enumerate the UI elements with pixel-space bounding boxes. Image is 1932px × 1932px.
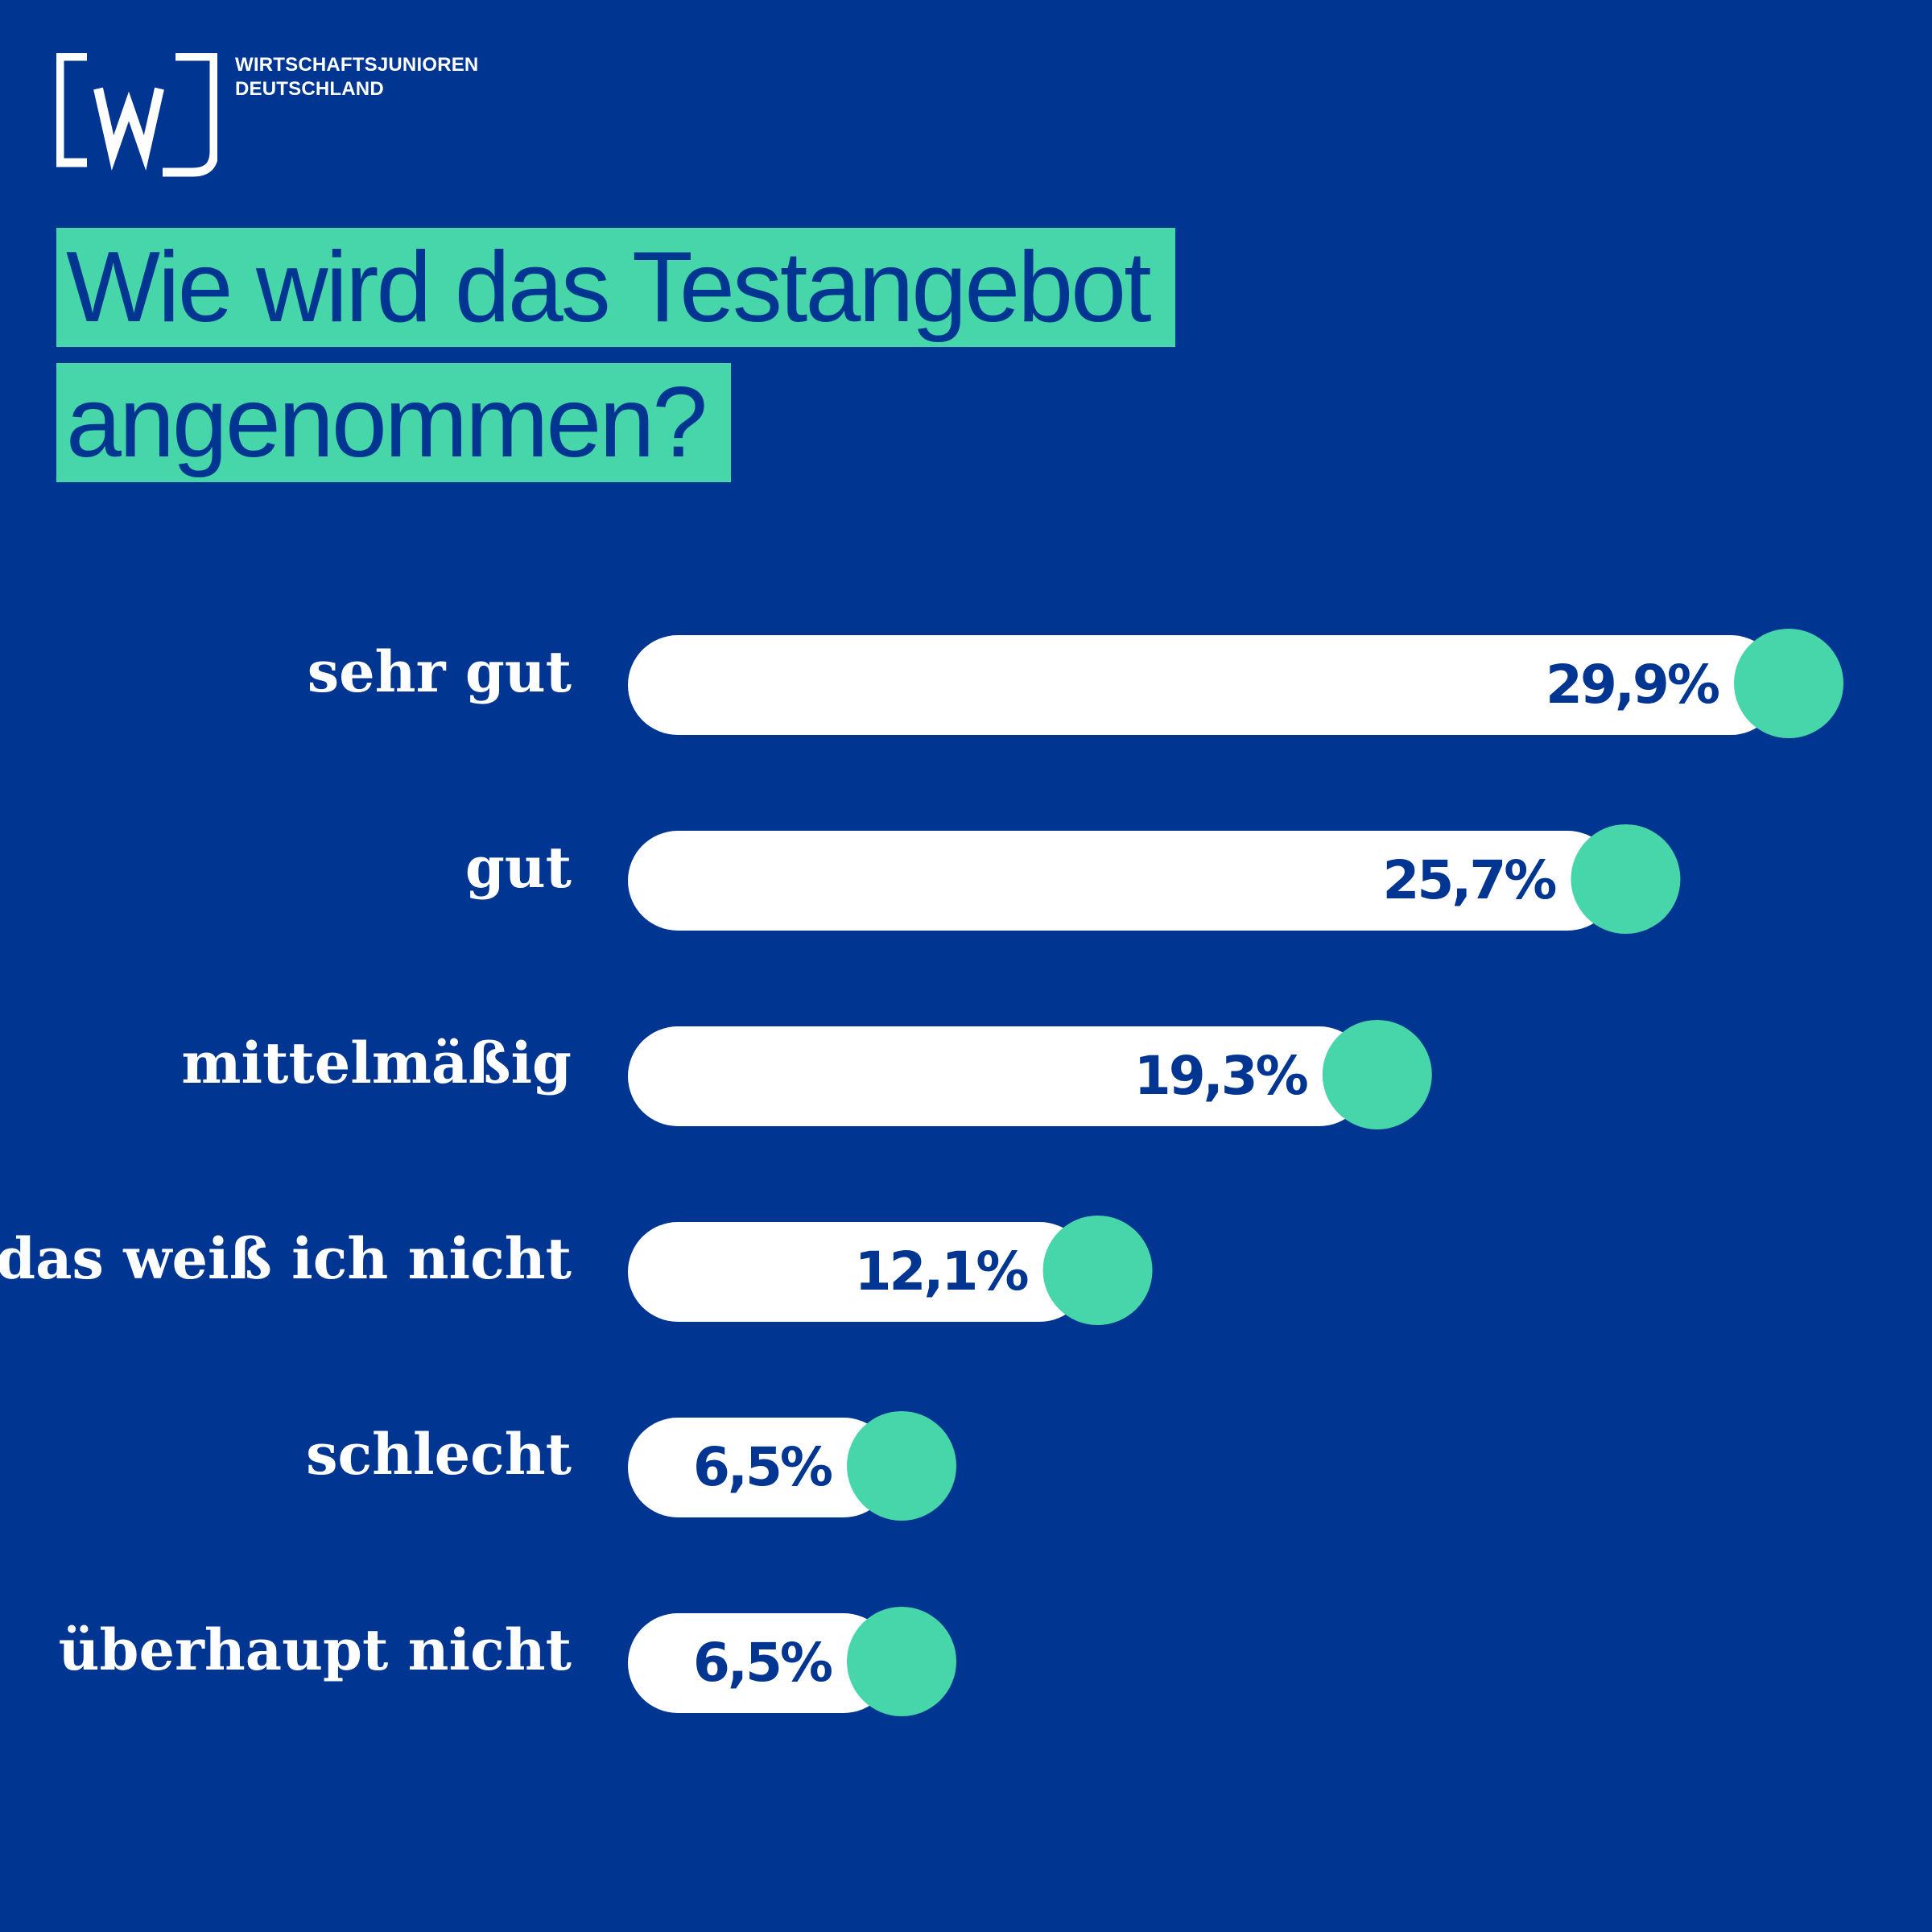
value-label: 25,7% xyxy=(1382,849,1556,911)
bar-group: sehr gut 29,9% xyxy=(308,629,1843,738)
bar xyxy=(628,831,1618,931)
org-name-line2: DEUTSCHLAND xyxy=(235,78,384,100)
bar xyxy=(628,1222,1090,1322)
value-label: 19,3% xyxy=(1134,1045,1308,1107)
bar-end-dot xyxy=(1322,1020,1432,1129)
bar-group: gut 25,7% xyxy=(465,824,1681,934)
value-label: 6,5% xyxy=(693,1632,832,1694)
bar xyxy=(628,1026,1369,1126)
bar-end-dot xyxy=(847,1411,956,1521)
bar-group: überhaupt nicht 6,5% xyxy=(59,1607,956,1716)
value-label: 6,5% xyxy=(693,1436,832,1498)
bar xyxy=(628,1613,894,1713)
bar-end-dot xyxy=(1571,824,1681,934)
title-line-2: angenommen? xyxy=(56,363,732,482)
wj-logo xyxy=(56,53,217,177)
category-label: sehr gut xyxy=(308,638,572,705)
bar-group: mittelmäßig 19,3% xyxy=(181,1020,1432,1129)
bar xyxy=(628,1418,894,1517)
category-label: gut xyxy=(465,834,572,901)
bar-end-dot xyxy=(1734,629,1843,738)
logo-right-bracket-j xyxy=(163,53,217,177)
logo-w-letter xyxy=(93,87,164,171)
title-line-1: Wie wird das Testangebot xyxy=(56,228,1175,347)
bar-end-dot xyxy=(847,1607,956,1716)
category-label: das weiß ich nicht xyxy=(0,1225,572,1292)
value-label: 12,1% xyxy=(855,1241,1029,1302)
bar-group: schlecht 6,5% xyxy=(306,1411,956,1521)
category-label: überhaupt nicht xyxy=(59,1616,572,1683)
bar xyxy=(628,635,1781,735)
bar-end-dot xyxy=(1042,1216,1153,1325)
org-name-line1: WIRTSCHAFTSJUNIOREN xyxy=(235,54,479,76)
bar-group: das weiß ich nicht 12,1% xyxy=(0,1216,1153,1325)
org-name: WIRTSCHAFTSJUNIOREN DEUTSCHLAND xyxy=(235,53,478,101)
logo-left-bracket xyxy=(56,53,87,167)
category-label: mittelmäßig xyxy=(181,1030,572,1096)
value-label: 29,9% xyxy=(1546,654,1719,716)
category-label: schlecht xyxy=(306,1421,572,1488)
